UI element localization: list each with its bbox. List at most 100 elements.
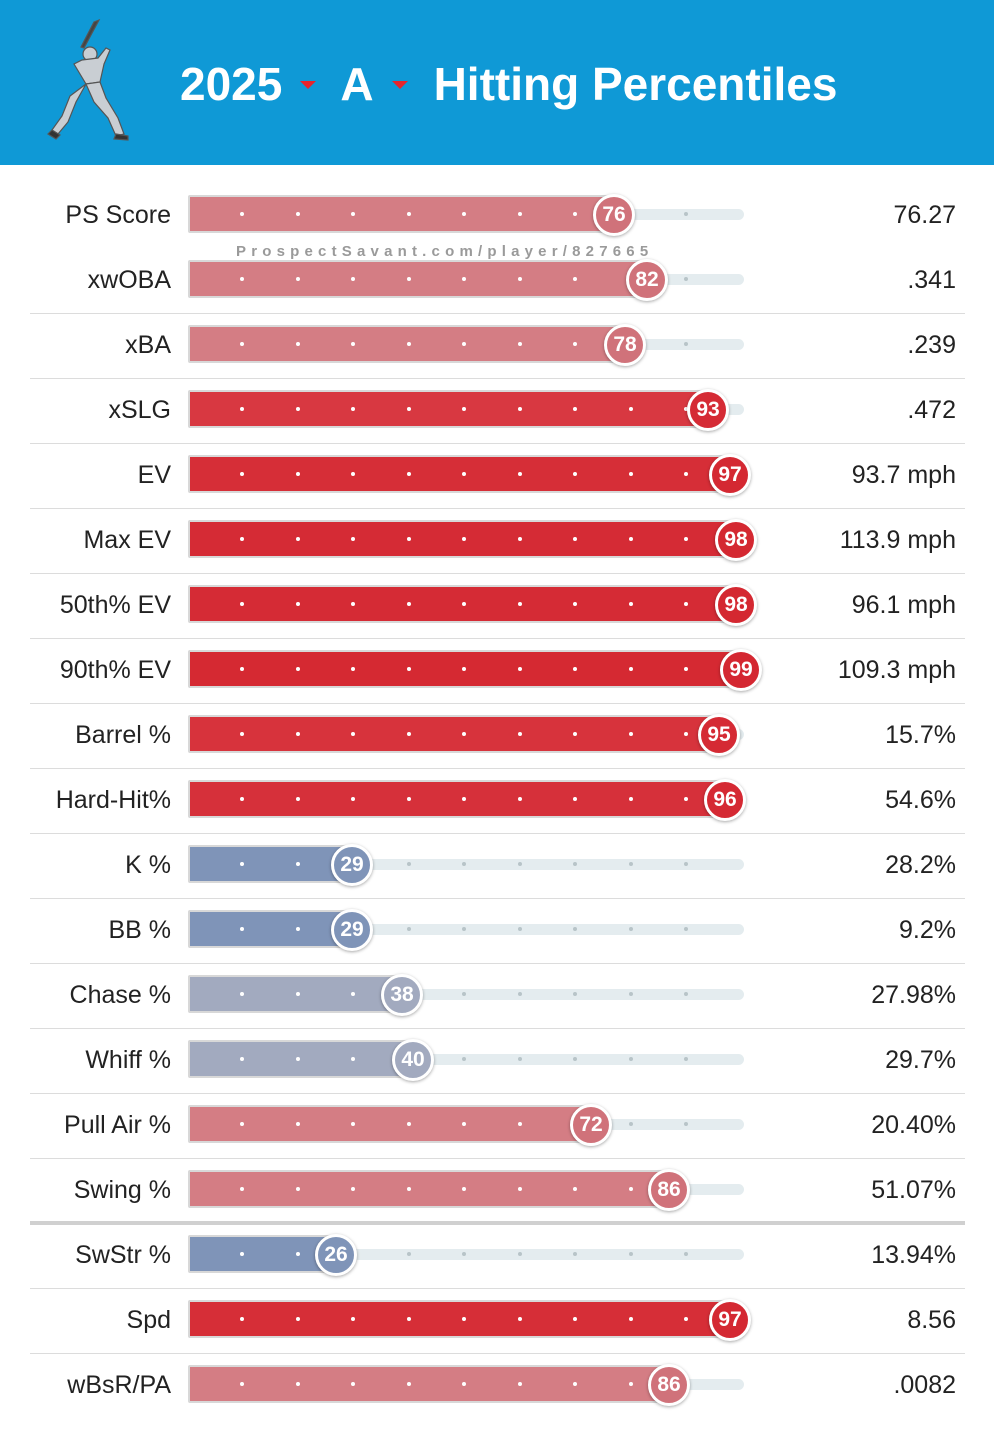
metric-row: K % 29 28.2%: [0, 833, 994, 898]
chevron-down-icon[interactable]: [300, 81, 317, 89]
bar-tick: [407, 1187, 411, 1191]
bar-tick: [629, 472, 633, 476]
metric-label: Spd: [126, 1306, 171, 1334]
bar-tick: [573, 602, 577, 606]
metric-value: .0082: [893, 1371, 956, 1399]
metric-row: xSLG 93 .472: [0, 378, 994, 443]
track-tick: [629, 992, 633, 996]
row-divider: [30, 443, 965, 444]
bar-tick: [296, 797, 300, 801]
bar-tick: [351, 1187, 355, 1191]
track-tick: [629, 927, 633, 931]
track-tick: [518, 862, 522, 866]
year-label: 2025: [180, 58, 283, 110]
percentile-bar: [188, 325, 622, 363]
bar-tick: [573, 212, 577, 216]
percentile-badge: 99: [720, 649, 762, 691]
bar-tick: [518, 602, 522, 606]
chevron-down-icon[interactable]: [391, 81, 408, 89]
bar-tick: [684, 472, 688, 476]
percentile-bar: [188, 975, 399, 1013]
metric-value: .239: [907, 331, 956, 359]
percentile-bar: [188, 1170, 666, 1208]
bar-tick: [296, 1252, 300, 1256]
bar-tick: [296, 1187, 300, 1191]
bar-tick: [240, 667, 244, 671]
bar-tick: [351, 602, 355, 606]
bar-tick: [351, 1317, 355, 1321]
metric-value: 28.2%: [885, 851, 956, 879]
track-tick: [573, 862, 577, 866]
metric-row: Barrel % 95 15.7%: [0, 703, 994, 768]
metric-label: Hard-Hit%: [55, 786, 171, 814]
row-divider: [30, 313, 965, 314]
bar-tick: [407, 1317, 411, 1321]
bar-tick: [240, 472, 244, 476]
track-tick: [573, 1057, 577, 1061]
percentile-bar: [188, 780, 722, 818]
bar-tick: [462, 277, 466, 281]
bar-tick: [240, 537, 244, 541]
bar-tick: [240, 992, 244, 996]
percentile-bar: [188, 650, 738, 688]
metric-label: Pull Air %: [64, 1111, 171, 1139]
bar-tick: [573, 732, 577, 736]
metric-row: EV 97 93.7 mph: [0, 443, 994, 508]
level-selector[interactable]: A: [340, 57, 433, 111]
metric-row: SwStr % 26 13.94%: [0, 1223, 994, 1288]
track-tick: [462, 1252, 466, 1256]
bar-tick: [407, 277, 411, 281]
bar-tick: [518, 472, 522, 476]
track-tick: [684, 927, 688, 931]
bar-tick: [296, 537, 300, 541]
bar-tick: [240, 277, 244, 281]
bar-tick: [296, 1057, 300, 1061]
bar-tick: [296, 732, 300, 736]
bar-tick: [240, 732, 244, 736]
metric-row: Max EV 98 113.9 mph: [0, 508, 994, 573]
bar-tick: [629, 407, 633, 411]
bar-tick: [240, 1382, 244, 1386]
metric-row: 50th% EV 98 96.1 mph: [0, 573, 994, 638]
bar-tick: [462, 1317, 466, 1321]
metric-value: 54.6%: [885, 786, 956, 814]
bar-tick: [351, 342, 355, 346]
bar-tick: [462, 472, 466, 476]
percentile-bar: [188, 1040, 410, 1078]
metric-row: 90th% EV 99 109.3 mph: [0, 638, 994, 703]
bar-tick: [573, 797, 577, 801]
bar-tick: [407, 407, 411, 411]
metric-label: SwStr %: [75, 1241, 171, 1269]
bar-tick: [296, 407, 300, 411]
row-divider: [30, 833, 965, 834]
bar-tick: [462, 602, 466, 606]
bar-tick: [518, 1317, 522, 1321]
track-tick: [684, 862, 688, 866]
bar-tick: [351, 407, 355, 411]
metric-value: 15.7%: [885, 721, 956, 749]
metric-label: xBA: [125, 331, 171, 359]
bar-tick: [518, 212, 522, 216]
metric-row: Chase % 38 27.98%: [0, 963, 994, 1028]
bar-tick: [462, 212, 466, 216]
metric-label: xwOBA: [87, 266, 171, 294]
bar-tick: [240, 797, 244, 801]
bar-tick: [684, 732, 688, 736]
bar-tick: [629, 1187, 633, 1191]
bar-tick: [351, 732, 355, 736]
bar-tick: [573, 537, 577, 541]
bar-tick: [684, 1317, 688, 1321]
metric-label: Whiff %: [85, 1046, 171, 1074]
bar-tick: [462, 1382, 466, 1386]
row-divider: [30, 1288, 965, 1289]
track-tick: [462, 992, 466, 996]
year-selector[interactable]: 2025: [180, 57, 340, 111]
bar-tick: [296, 1317, 300, 1321]
bar-tick: [684, 407, 688, 411]
percentile-badge: 86: [648, 1364, 690, 1406]
metric-value: 8.56: [907, 1306, 956, 1334]
bar-tick: [240, 407, 244, 411]
bar-tick: [518, 537, 522, 541]
bar-tick: [351, 992, 355, 996]
percentile-badge: 29: [331, 909, 373, 951]
